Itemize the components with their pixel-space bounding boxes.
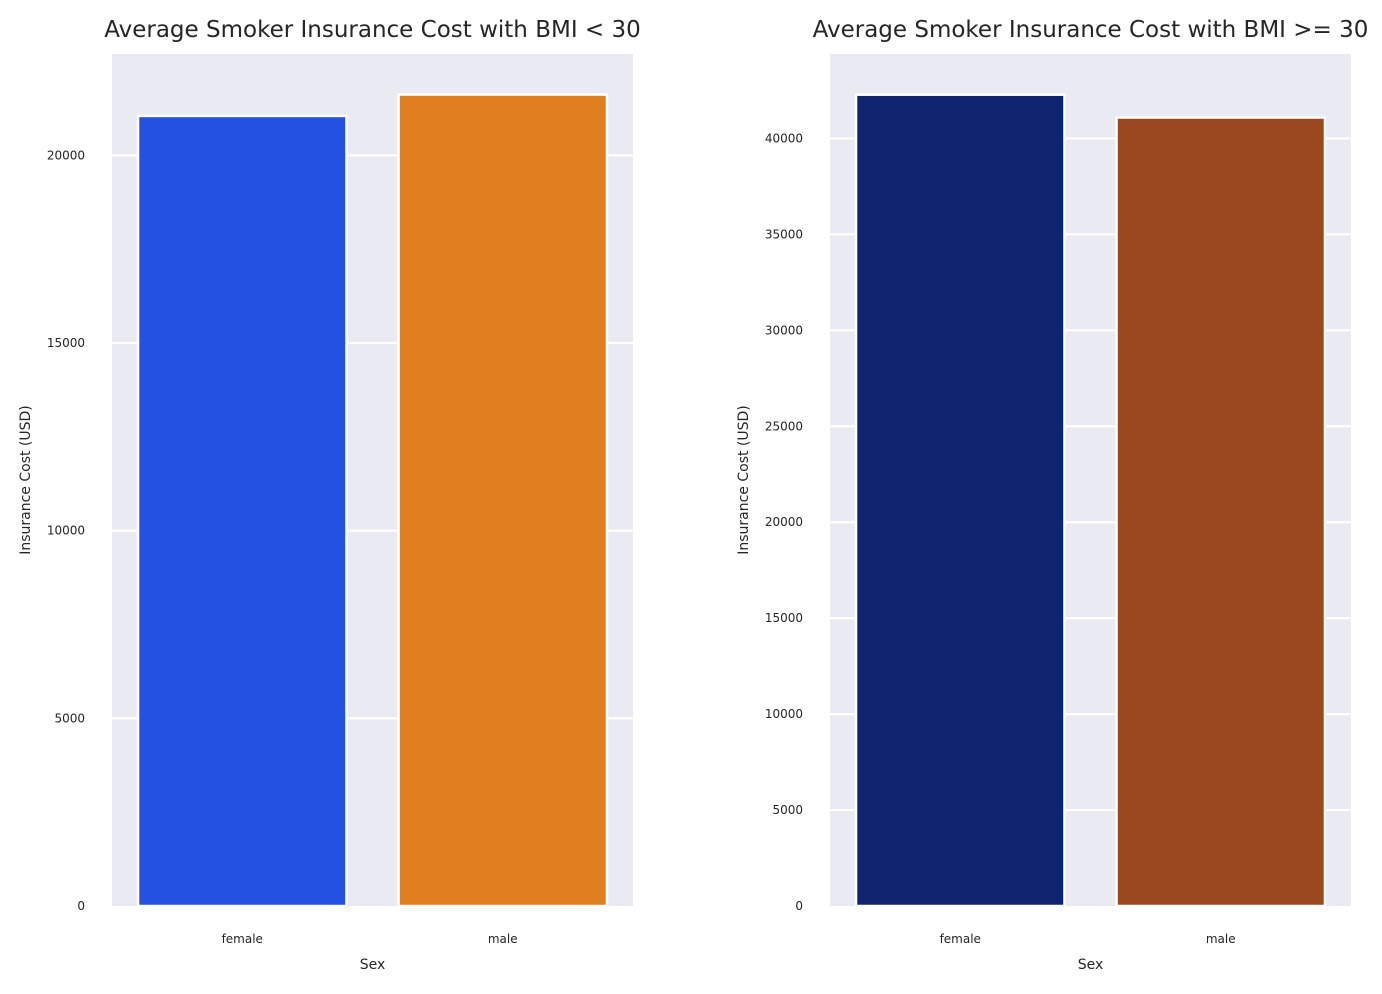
y-tick-label: 15000 xyxy=(765,611,803,625)
bar-male xyxy=(1115,116,1327,908)
left-y-axis-label: Insurance Cost (USD) xyxy=(18,405,34,555)
x-tick-label-male: male xyxy=(488,932,518,946)
y-tick-label: 5000 xyxy=(772,803,803,817)
left-bars xyxy=(136,93,609,908)
right-chart-panel: 0 5000 10000 15000 20000 25000 30000 35000 40000… xyxy=(736,17,1368,973)
right-ticks: 0 5000 10000 15000 20000 25000 30000 35000 40000… xyxy=(765,131,1236,946)
y-tick-label: 0 xyxy=(795,899,803,913)
y-tick-label: 35000 xyxy=(765,227,803,241)
y-tick-label: 30000 xyxy=(765,323,803,337)
left-ticks: 0 5000 10000 15000 20000 female male xyxy=(47,148,518,946)
right-chart-title: Average Smoker Insurance Cost with BMI >… xyxy=(813,17,1369,43)
y-tick-label: 20000 xyxy=(47,148,85,162)
x-tick-label-female: female xyxy=(940,932,981,946)
y-tick-label: 25000 xyxy=(765,419,803,433)
y-tick-label: 15000 xyxy=(47,336,85,350)
right-bars xyxy=(854,93,1327,908)
bar-female xyxy=(854,93,1066,908)
bar-female xyxy=(136,114,348,908)
x-tick-label-female: female xyxy=(222,932,263,946)
x-tick-label-male: male xyxy=(1206,932,1236,946)
right-y-axis-label: Insurance Cost (USD) xyxy=(736,405,752,555)
right-x-axis-label: Sex xyxy=(1078,957,1104,973)
y-tick-label: 5000 xyxy=(54,711,85,725)
left-x-axis-label: Sex xyxy=(360,957,386,973)
y-tick-label: 10000 xyxy=(765,707,803,721)
y-tick-label: 40000 xyxy=(765,131,803,145)
y-tick-label: 20000 xyxy=(765,515,803,529)
bar-male xyxy=(397,93,609,908)
left-chart-title: Average Smoker Insurance Cost with BMI <… xyxy=(104,17,641,43)
y-tick-label: 0 xyxy=(77,899,85,913)
left-chart-panel: 0 5000 10000 15000 20000 female male Average S… xyxy=(18,17,641,973)
y-tick-label: 10000 xyxy=(47,524,85,538)
